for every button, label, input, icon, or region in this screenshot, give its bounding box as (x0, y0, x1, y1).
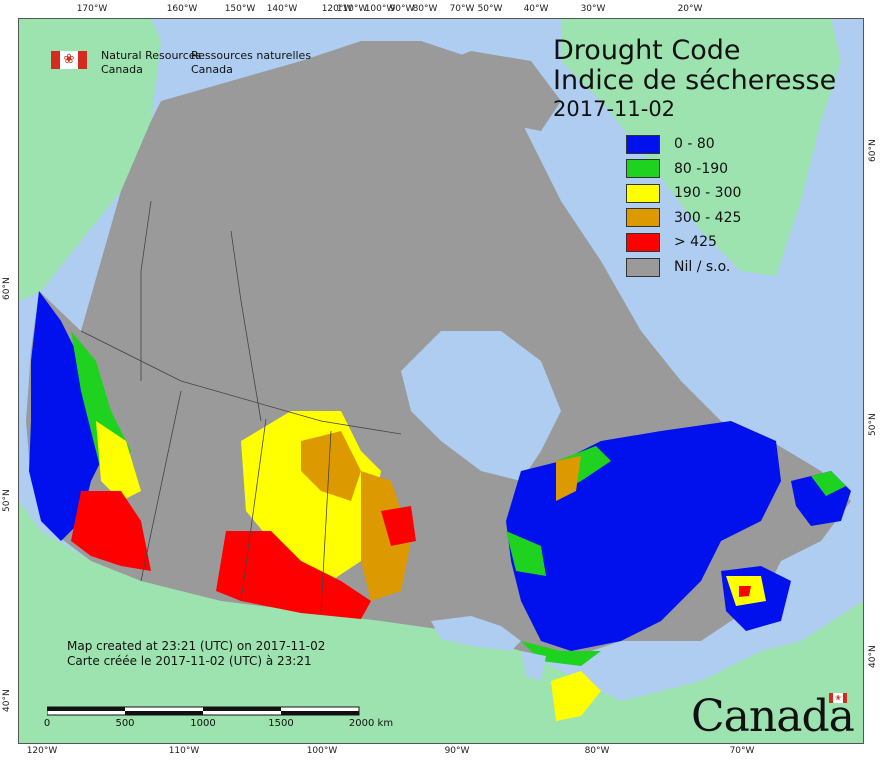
lon-tick-top: 80°W (412, 4, 438, 14)
agency-name-en: Natural Resources Canada (101, 49, 201, 77)
scale-labels: 0 500 1000 1500 2000 km (43, 718, 403, 732)
bc-high-dc (96, 421, 141, 501)
agency-fr-line1: Ressources naturelles (191, 49, 312, 62)
lon-tick-top: 120°W (321, 4, 353, 14)
lon-tick-top: 110°W (336, 4, 368, 14)
lon-tick-bottom: 90°W (444, 746, 470, 756)
canada-flag-icon: ❀ (51, 51, 87, 69)
bc-coast-low-dc (29, 291, 111, 541)
lon-tick-top: 170°W (76, 4, 108, 14)
agency-fr-line2: Canada (191, 63, 233, 76)
scale-bar (47, 706, 360, 716)
lat-tick-right: 40°N (868, 645, 878, 668)
legend-label: Nil / s.o. (674, 259, 731, 275)
newfoundland-moderate-dc (811, 471, 846, 496)
prairie-extreme-dc (216, 531, 371, 619)
manitoba-extreme-dc (381, 506, 416, 546)
scale-label: 1000 (190, 718, 216, 729)
lon-tick-top: 160°W (166, 4, 198, 14)
agency-en-line1: Natural Resources (101, 49, 202, 62)
lon-tick-top: 40°W (523, 4, 549, 14)
scale-label: 2000 km (348, 718, 394, 729)
lat-tick-right: 50°N (868, 413, 878, 436)
lake-huron (521, 651, 546, 681)
greenland-land (561, 19, 841, 276)
legend-label: 0 - 80 (674, 136, 715, 152)
agency-name-fr: Ressources naturelles Canada (191, 49, 311, 77)
lon-tick-bottom: 80°W (584, 746, 610, 756)
lon-tick-top: 90°W (389, 4, 415, 14)
legend-item: 80 -190 (626, 159, 728, 179)
canada-wordmark: Canada (691, 691, 855, 742)
bc-extreme-dc (71, 491, 151, 571)
prairie-very-high-dc (301, 431, 361, 501)
scale-label: 500 (115, 718, 135, 729)
map-title-en: Drought Code (553, 35, 741, 66)
creation-note: Map created at 23:21 (UTC) on 2017-11-02… (67, 639, 325, 669)
lake-superior (431, 616, 521, 651)
lon-tick-bottom: 100°W (306, 746, 338, 756)
legend-item: > 425 (626, 232, 717, 252)
scale-label: 0 (43, 718, 51, 729)
lon-tick-top: 70°W (449, 4, 475, 14)
lon-tick-top: 30°W (580, 4, 606, 14)
legend-item: 190 - 300 (626, 183, 741, 203)
manitoba-very-high-dc (361, 471, 411, 601)
legend-label: 80 -190 (674, 160, 729, 177)
lon-tick-bottom: 120°W (26, 746, 58, 756)
legend-swatch (626, 183, 660, 203)
legend-swatch (626, 134, 660, 154)
lat-tick-left: 50°N (2, 489, 12, 512)
lon-tick-top: 150°W (224, 4, 256, 14)
map-graphic (19, 19, 863, 743)
arctic-islands (261, 101, 501, 231)
legend-swatch (626, 208, 660, 228)
legend-swatch (626, 159, 660, 179)
lon-tick-top: 20°W (677, 4, 703, 14)
lon-tick-bottom: 110°W (168, 746, 200, 756)
legend-label: 300 - 425 (674, 209, 742, 226)
wordmark-flag-icon: ❀ (829, 693, 847, 703)
quebec-very-high-dc (556, 456, 581, 501)
creation-note-fr: Carte créée le 2017-11-02 (UTC) à 23:21 (67, 654, 312, 668)
lat-tick-right: 60°N (868, 139, 878, 162)
lon-tick-bottom: 70°W (729, 746, 755, 756)
hudson-bay (401, 331, 561, 481)
legend-item: Nil / s.o. (626, 257, 730, 277)
creation-note-en: Map created at 23:21 (UTC) on 2017-11-02 (67, 639, 326, 653)
maritimes-extreme-dc (739, 586, 751, 597)
southern-ontario-high-dc (551, 671, 601, 721)
wordmark-text: Canada (691, 691, 855, 742)
legend-item: 0 - 80 (626, 134, 715, 154)
legend-swatch (626, 257, 660, 277)
lon-tick-top: 140°W (266, 4, 298, 14)
lat-tick-left: 60°N (2, 277, 12, 300)
alaska-land (19, 19, 161, 301)
provincial-borders (80, 200, 402, 612)
legend-item: 300 - 425 (626, 208, 741, 228)
lon-tick-top: 50°W (477, 4, 503, 14)
legend-label: > 425 (674, 234, 717, 251)
lat-tick-left: 40°N (2, 689, 12, 712)
map-canvas: ❀ Natural Resources Canada Ressources na… (18, 18, 864, 744)
usa-land (19, 501, 863, 743)
map-date: 2017-11-02 (553, 97, 676, 121)
lon-tick-top: 100°W (364, 4, 396, 14)
map-title-fr: Indice de sécheresse (553, 65, 837, 96)
scale-label: 1500 (268, 718, 294, 729)
legend-swatch (626, 232, 660, 252)
ellesmere-island (421, 51, 561, 131)
legend-label: 190 - 300 (674, 185, 742, 202)
agency-en-line2: Canada (101, 63, 143, 76)
ontario-moderate-dc (506, 531, 546, 576)
